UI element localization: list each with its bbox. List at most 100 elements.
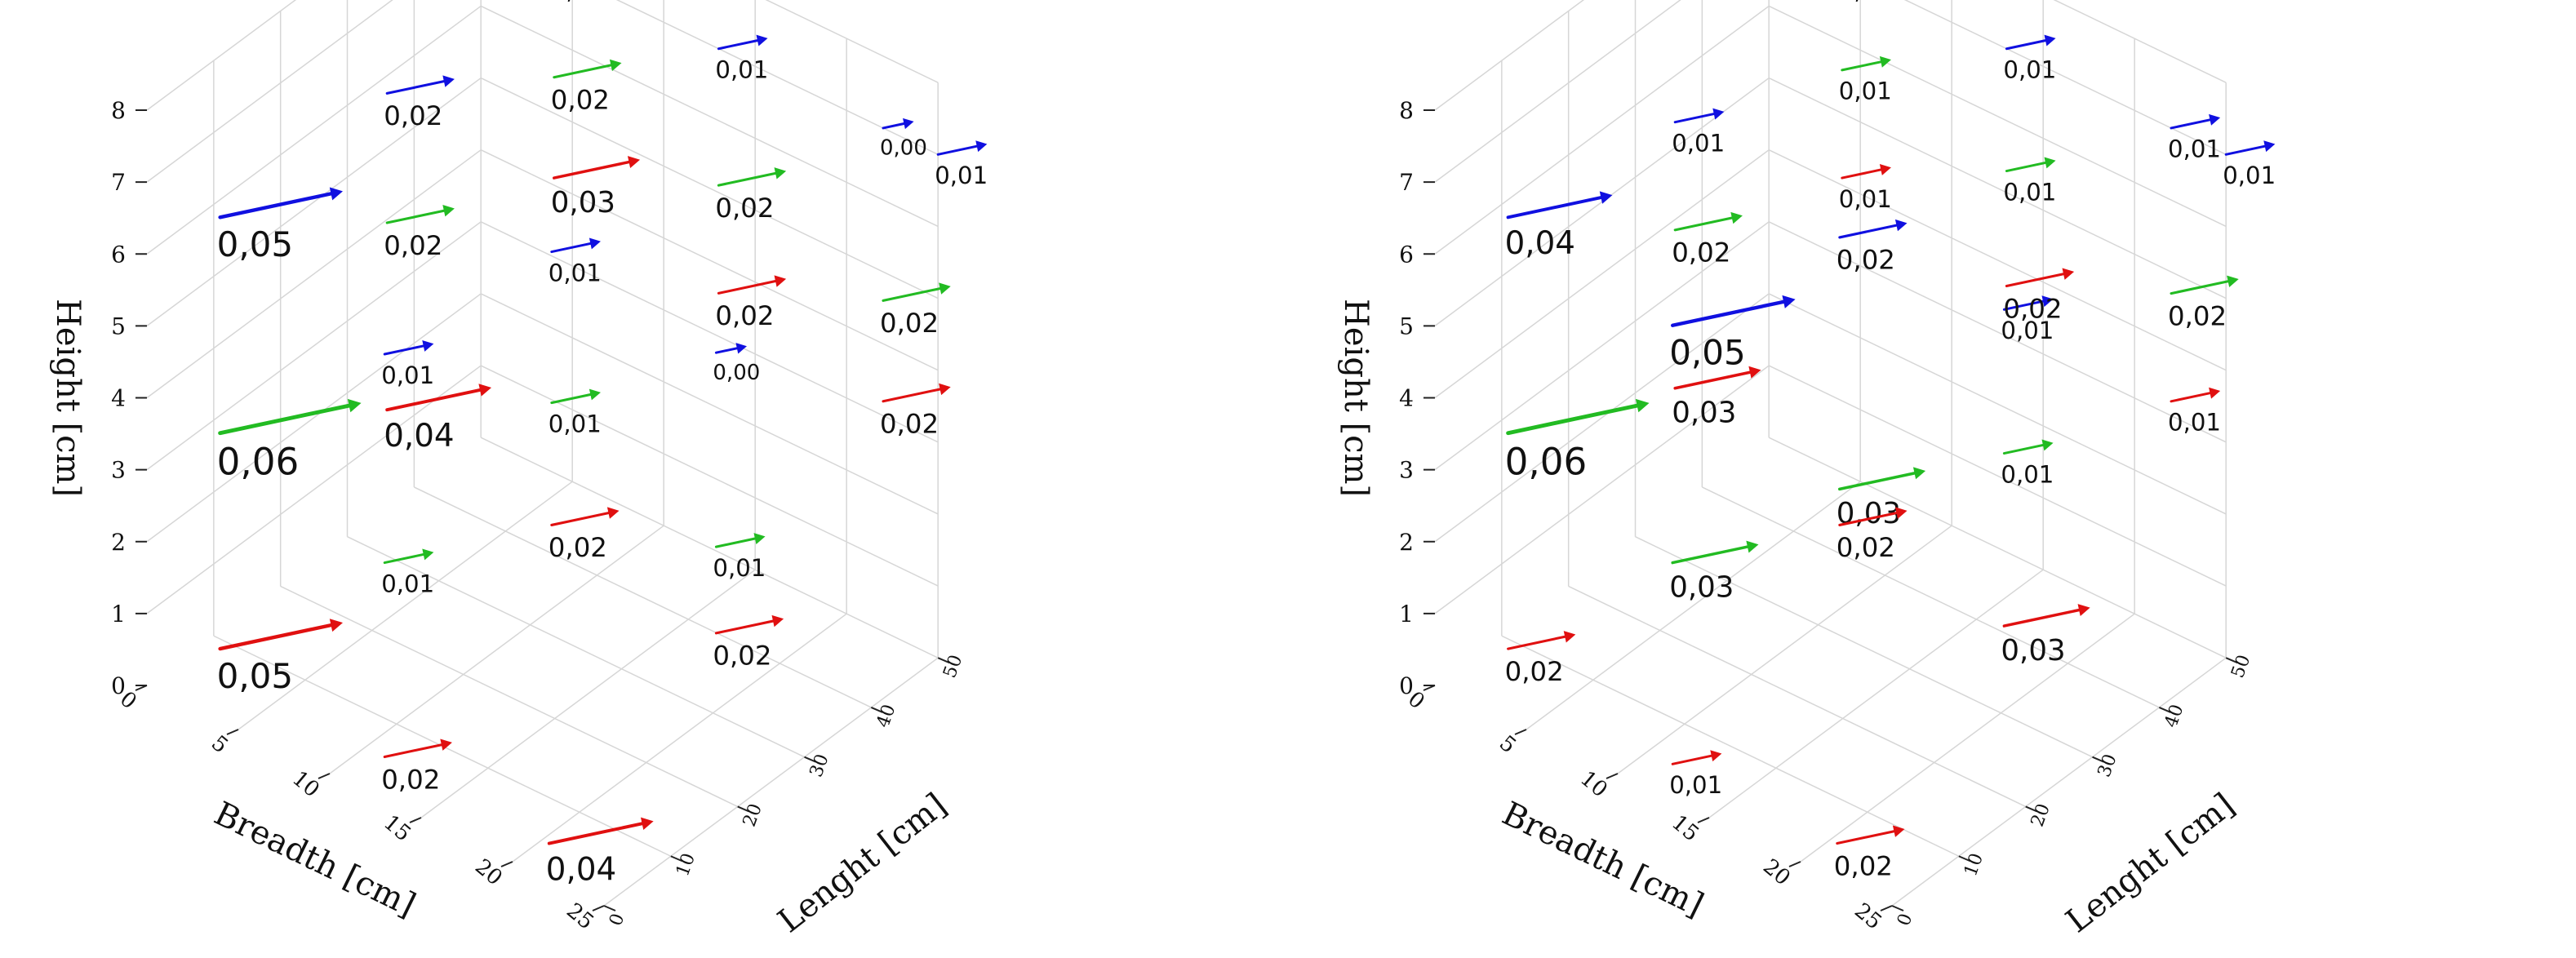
vector-arrow [1841, 60, 1882, 72]
vector-value-label: 0,02 [1505, 656, 1564, 687]
y-tick-mark [409, 817, 422, 823]
x-axis-title: Lenght [cm] [771, 786, 954, 940]
x-axis-title: Lenght [cm] [2059, 786, 2242, 940]
vector-value-label: 0,00 [880, 136, 927, 161]
y-tick-mark [226, 729, 239, 735]
vector-arrow [385, 388, 482, 412]
vector-arrow [1671, 754, 1713, 765]
vector-value-label: 0,02 [551, 84, 610, 115]
y-tick-mark [1880, 905, 1893, 911]
vector-value-label: 0,01 [551, 0, 604, 4]
gridline [480, 293, 939, 515]
z-tick-label: 4 [1399, 385, 1414, 412]
y-tick-label: 5 [1495, 731, 1521, 759]
gridline [146, 149, 482, 399]
vector-arrow-head [440, 738, 452, 751]
y-tick-label: 20 [470, 854, 507, 890]
vector-value-label: 0,04 [1505, 225, 1575, 262]
vector-arrow [882, 287, 942, 302]
vector-value-label: 0,01 [1669, 771, 1722, 799]
x-tick-mark [603, 905, 616, 911]
vector-arrow-head [756, 34, 768, 47]
gridline [480, 149, 939, 371]
vector-arrow-head [975, 140, 988, 153]
vector-arrow [218, 623, 333, 651]
vector-value-label: 0,02 [2168, 300, 2227, 331]
gridline [480, 77, 939, 299]
vector-value-label: 0,01 [381, 361, 434, 389]
gridline [1708, 569, 2044, 818]
vector-arrow [2005, 161, 2047, 173]
x-tick-mark [2025, 805, 2038, 813]
z-tick-label: 7 [1399, 169, 1414, 196]
gridline [146, 293, 482, 543]
x-tick-label: 50 [2227, 652, 2254, 681]
gridline [765, 0, 939, 83]
gridlines [146, 0, 939, 907]
gridline [146, 365, 482, 614]
y-axis-title: Breadth [cm] [1496, 795, 1709, 925]
vector-arrow-head [753, 533, 766, 544]
z-tick-label: 3 [111, 457, 126, 484]
x-tick-mark [2225, 657, 2238, 664]
y-tick-mark [318, 773, 331, 779]
z-tick-label: 5 [1399, 313, 1414, 339]
vector-value-label: 0,02 [549, 532, 607, 563]
y-tick-label: 10 [287, 766, 324, 802]
gridline [1702, 486, 2160, 708]
vector-arrow [1841, 168, 1882, 180]
chart-panel-right: 0 1 2 3 4 5 6 7 8 0 5 10 15 20 25 0 10 20 30 40 50 Height [cm… [1288, 0, 2576, 958]
vector-value-label: 0,04 [384, 418, 454, 455]
chart-panel-left: 0 1 2 3 4 5 6 7 8 0 5 10 15 20 25 0 10 20 30 40 50 Height [cm… [49, 0, 988, 940]
z-tick-label: 8 [111, 97, 126, 124]
vector-arrow [714, 347, 739, 354]
y-tick-mark [1514, 729, 1527, 735]
vector-value-label: 0,02 [715, 300, 774, 331]
vector-arrow [2224, 144, 2267, 156]
z-tick-label: 7 [111, 169, 126, 196]
vector-value-label: 0,01 [935, 162, 988, 189]
vector-value-label: 0,01 [2001, 317, 2054, 344]
vector-arrow-head [2209, 387, 2221, 399]
vector-value-label: 0,04 [546, 851, 616, 888]
y-tick-mark [135, 685, 148, 691]
z-tick-label: 1 [111, 601, 126, 628]
vector-series-1: 0,05 0,01 0,02 0,01 0,00 0,01 0,01 0,00 0,01 [217, 0, 988, 389]
vector-arrow-head [2062, 268, 2075, 280]
undefined [147, 0, 481, 110]
vector-series-1: 0,040,050,010,020,010,010,010,010,01 [1505, 0, 2276, 373]
vector-arrow [385, 209, 446, 224]
vector-arrow-head [735, 343, 747, 354]
vector-arrow [2170, 392, 2212, 403]
z-tick-label: 8 [1399, 97, 1414, 124]
vector-arrow [218, 192, 333, 220]
z-tick-label: 0 [1399, 672, 1414, 699]
vector-arrow [2170, 118, 2212, 130]
gridline [1434, 5, 1770, 255]
y-tick-mark [1697, 817, 1710, 823]
gridline [146, 0, 297, 111]
y-tick-label: 15 [1667, 810, 1703, 846]
vector-arrow [385, 80, 446, 95]
vector-value-label: 0,06 [217, 441, 300, 484]
vector-value-label: 0,01 [2003, 178, 2056, 206]
vector-value-label: 0,01 [2001, 460, 2054, 488]
z-axis-title: Height [cm] [49, 299, 87, 497]
x-tick-label: 50 [939, 652, 966, 681]
vector-arrow [218, 403, 352, 436]
vector-arrow-head [2044, 157, 2056, 169]
vector-arrow [2005, 273, 2065, 288]
vector-arrow [547, 822, 644, 845]
gridline [1800, 613, 2135, 863]
vector-arrow-head [588, 237, 601, 250]
vector-arrow-head [1712, 108, 1725, 120]
vector-arrow [882, 388, 942, 403]
vector-arrow [553, 64, 612, 79]
vector-arrow [383, 344, 425, 356]
vector-value-label: 0,02 [713, 641, 771, 672]
vector-arrow [2002, 299, 2045, 311]
vector-value-label: 0,02 [1672, 237, 1730, 268]
vector-value-label: 0,02 [1837, 245, 1895, 276]
vector-arrow [383, 743, 443, 759]
